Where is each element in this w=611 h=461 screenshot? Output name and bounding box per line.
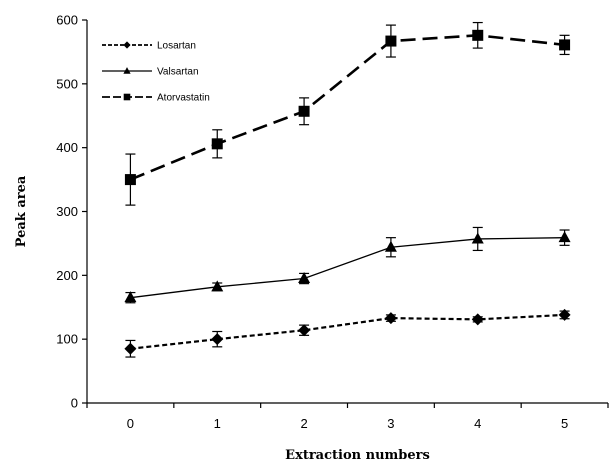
legend-marker — [123, 41, 131, 49]
data-point — [558, 231, 571, 243]
y-tick-label: 500 — [56, 76, 78, 91]
legend-marker-shape — [123, 93, 131, 101]
series-losartan — [124, 308, 571, 358]
y-axis-title: Peak area — [14, 175, 29, 247]
data-point — [385, 35, 397, 47]
data-point — [298, 324, 311, 337]
data-point — [384, 240, 397, 252]
x-tick-label: 3 — [387, 416, 394, 431]
data-point — [211, 138, 223, 150]
series-line — [130, 313, 565, 350]
legend-marker-shape — [123, 41, 131, 49]
data-point — [471, 232, 484, 244]
series-layer — [124, 21, 571, 358]
series-line — [130, 237, 565, 299]
series-atorvastatin — [124, 21, 571, 206]
y-tick-label: 200 — [56, 268, 78, 283]
y-tick-label: 300 — [56, 204, 78, 219]
data-point — [211, 280, 224, 292]
legend: Losartan Valsartan Atorvastatin — [102, 41, 210, 104]
x-axis-title: Extraction numbers — [285, 448, 430, 461]
y-tick-label: 0 — [71, 396, 78, 411]
x-tick-label: 4 — [474, 416, 481, 431]
y-tick-label: 100 — [56, 332, 78, 347]
data-point — [124, 174, 136, 186]
data-point — [471, 313, 484, 326]
legend-label: Atorvastatin — [157, 93, 210, 104]
legend-marker — [123, 93, 131, 101]
legend-label: Valsartan — [157, 67, 199, 78]
x-tick-label: 2 — [300, 416, 307, 431]
data-point — [211, 333, 224, 346]
y-tick-label: 400 — [56, 140, 78, 155]
x-tick-label: 1 — [214, 416, 221, 431]
legend-marker-shape — [123, 67, 131, 74]
x-ticks: 0 1 2 3 4 5 — [86, 403, 609, 431]
series-valsartan — [124, 226, 571, 304]
y-tick-label: 600 — [56, 13, 78, 28]
data-point — [124, 342, 137, 355]
x-tick-label: 0 — [127, 416, 134, 431]
data-point — [472, 29, 484, 41]
legend-marker — [123, 67, 131, 74]
data-point — [558, 308, 571, 321]
legend-label: Losartan — [157, 41, 196, 52]
data-point — [384, 312, 397, 325]
y-ticks: 0 100 200 300 400 500 600 — [56, 13, 87, 411]
data-point — [559, 39, 571, 51]
data-point — [124, 291, 137, 303]
data-point — [298, 272, 311, 284]
data-point — [298, 105, 310, 117]
x-tick-label: 5 — [561, 416, 568, 431]
series-line — [129, 34, 565, 181]
